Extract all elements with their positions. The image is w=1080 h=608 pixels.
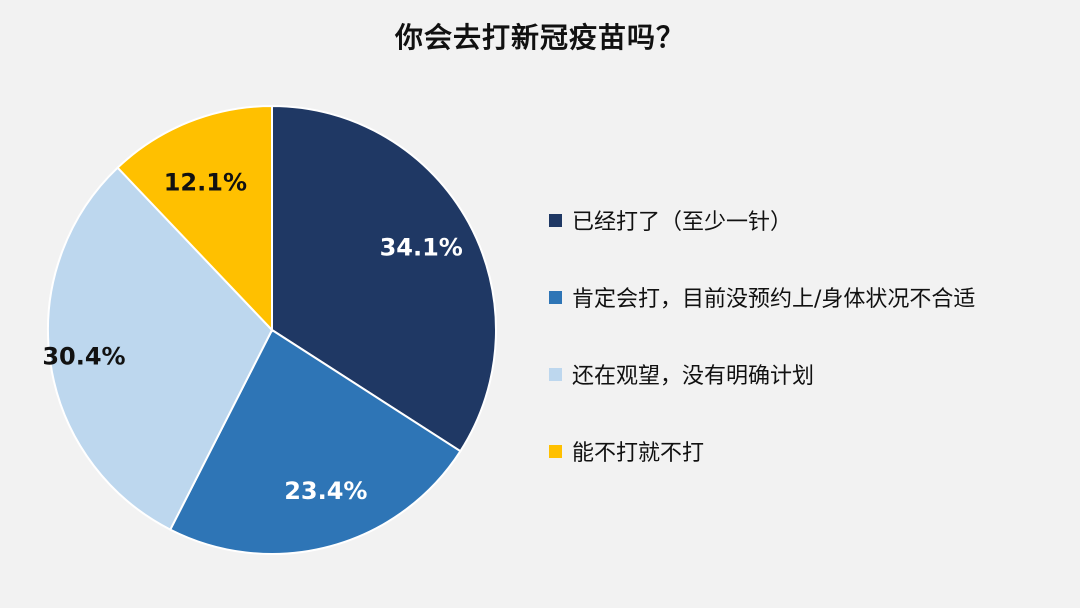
slice-data-label: 34.1% — [380, 234, 463, 262]
legend-swatch — [549, 367, 562, 381]
legend-item: 还在观望，没有明确计划 — [549, 352, 1074, 396]
legend-label: 肯定会打，目前没预约上/身体状况不合适 — [572, 287, 976, 312]
pie-slice — [168, 328, 462, 555]
legend-swatch — [549, 290, 562, 304]
slice-data-label: 12.1% — [164, 168, 247, 196]
legend-label: 能不打就不打 — [572, 441, 705, 466]
legend-item: 已经打了（至少一针） — [549, 198, 1074, 242]
legend-swatch — [549, 213, 562, 227]
legend-label: 还在观望，没有明确计划 — [572, 364, 815, 389]
slice-data-label: 30.4% — [42, 342, 125, 370]
chart-legend: 已经打了（至少一针） 肯定会打，目前没预约上/身体状况不合适 还在观望，没有明确… — [549, 198, 1074, 506]
pie-slice — [116, 104, 273, 333]
legend-swatch — [549, 444, 562, 458]
legend-label: 已经打了（至少一针） — [572, 210, 793, 235]
chart-title: 你会去打新冠疫苗吗？ — [394, 21, 685, 54]
pie-slice — [47, 166, 274, 531]
legend-item: 能不打就不打 — [549, 429, 1074, 473]
slice-data-label: 23.4% — [284, 477, 367, 505]
legend-item: 肯定会打，目前没预约上/身体状况不合适 — [549, 275, 1074, 319]
